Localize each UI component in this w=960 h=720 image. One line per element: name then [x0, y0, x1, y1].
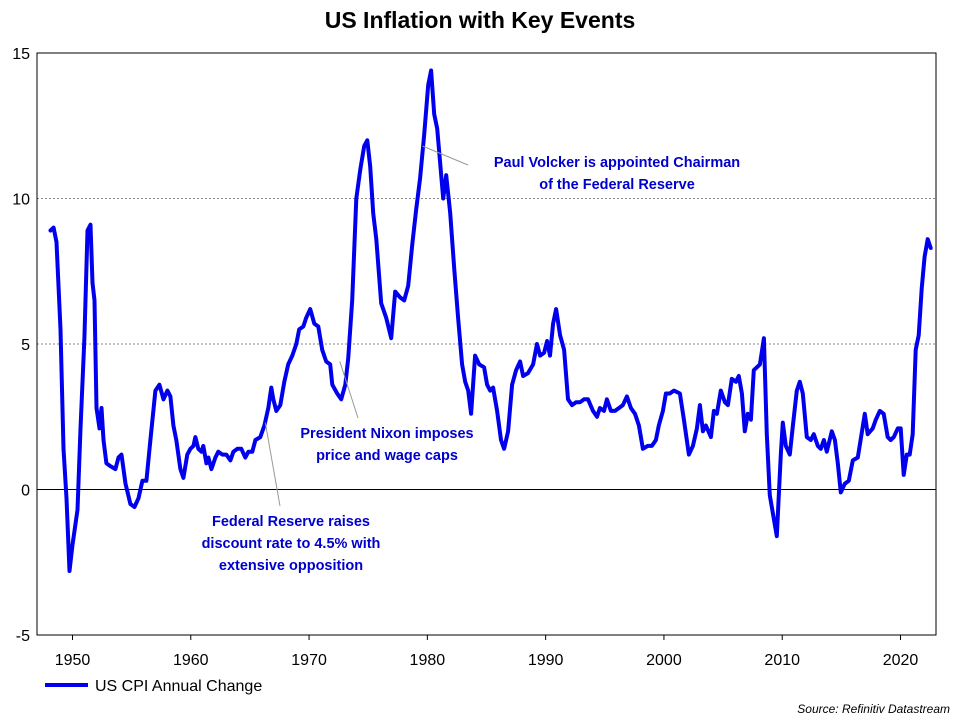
x-tick-label: 2010 [764, 652, 800, 669]
x-tick-label: 1980 [410, 652, 446, 669]
annotation-text: discount rate to 4.5% with [202, 536, 381, 552]
legend: US CPI Annual Change [45, 678, 262, 695]
legend-label: US CPI Annual Change [95, 678, 262, 695]
annotation-text: of the Federal Reserve [539, 177, 695, 193]
source-note: Source: Refinitiv Datastream [797, 702, 950, 716]
x-tick-label: 2020 [883, 652, 919, 669]
y-tick-label: 15 [12, 46, 30, 63]
y-tick-label: 5 [21, 337, 30, 354]
series-layer [48, 68, 933, 573]
x-tick-label: 1990 [528, 652, 564, 669]
x-tick-label: 1970 [291, 652, 327, 669]
y-tick-label: 10 [12, 192, 30, 209]
annotations: Paul Volcker is appointed Chairman of the… [202, 145, 740, 574]
plot-frame [36, 52, 937, 636]
annotation-text: Paul Volcker is appointed Chairman [494, 155, 740, 171]
gridlines [37, 198, 936, 490]
x-tick-label: 2000 [646, 652, 682, 669]
annotation-text: President Nixon imposes [300, 426, 473, 442]
annotation-text: Federal Reserve raises [212, 514, 370, 530]
x-tick-label: 1960 [173, 652, 209, 669]
x-axis-ticks: 1950 1960 1970 1980 1990 2000 2010 2020 [55, 635, 919, 669]
series-line [48, 68, 933, 573]
annotation-text: extensive opposition [219, 558, 363, 574]
annotation-leader-line [264, 422, 281, 507]
y-tick-label: 0 [21, 483, 30, 500]
y-axis-ticks: -5 0 5 10 15 [12, 46, 30, 645]
annotation-leader-line [422, 145, 469, 166]
annotation-text: price and wage caps [316, 448, 458, 464]
annotation-leader-line [339, 361, 359, 419]
chart-title: US Inflation with Key Events [325, 7, 636, 33]
y-tick-label: -5 [16, 628, 30, 645]
x-tick-label: 1950 [55, 652, 91, 669]
